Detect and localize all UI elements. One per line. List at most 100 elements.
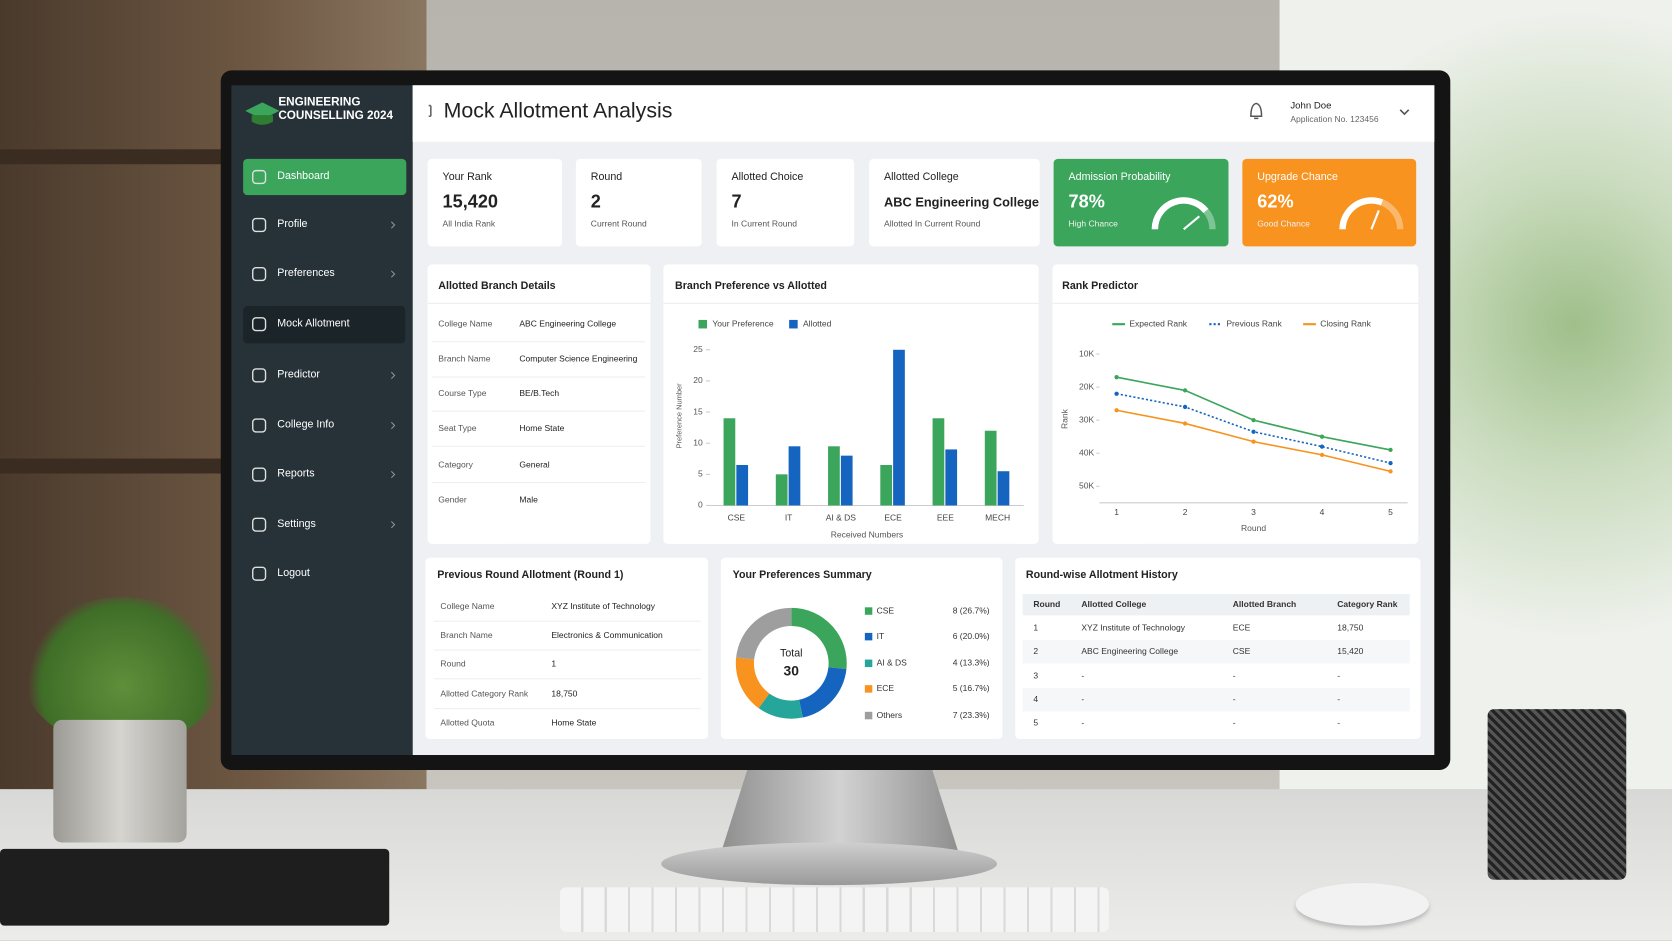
- legend-label: Closing Rank: [1320, 318, 1371, 328]
- menu-item[interactable]: Reports: [277, 468, 315, 480]
- stat-label: Your Rank: [442, 171, 492, 184]
- menu-current: [243, 306, 406, 344]
- table-header-cell: Round: [1033, 599, 1061, 610]
- menu-icon: [252, 169, 267, 185]
- detail-label: Branch Name: [440, 630, 493, 641]
- y-tick-label: 20K: [1079, 381, 1094, 391]
- menu-item[interactable]: Mock Allotment: [277, 317, 350, 330]
- menu-icon: [252, 418, 267, 433]
- keyboard: [559, 887, 1110, 933]
- table-cell: 15,420: [1337, 646, 1364, 657]
- x-tick-label: IT: [785, 513, 793, 523]
- donut-segment: [736, 607, 792, 660]
- stat-value: 2: [590, 191, 601, 213]
- panel: [1052, 264, 1419, 544]
- divider: [1052, 302, 1419, 304]
- chart-title: Your Preferences Summary: [732, 569, 872, 582]
- x-axis-label: Round: [1241, 523, 1266, 533]
- point: [1251, 429, 1256, 434]
- divider: [663, 302, 1039, 304]
- table-cell: ECE: [1232, 622, 1251, 633]
- x-tick-label: 5: [1388, 507, 1393, 517]
- table-cell: CSE: [1232, 646, 1251, 657]
- legend-label: CSE: [877, 605, 895, 615]
- detail-value: 1: [551, 659, 557, 669]
- point: [1114, 375, 1119, 380]
- x-tick-label: CSE: [728, 513, 746, 523]
- panel: [427, 264, 651, 544]
- table-cell: -: [1232, 717, 1236, 728]
- bar: [788, 446, 801, 506]
- bar: [828, 446, 840, 506]
- menu-item[interactable]: Logout: [277, 567, 310, 580]
- gauge-needle: [1370, 210, 1380, 230]
- y-axis-label: Preference Number: [674, 383, 683, 449]
- y-tick-label: 50K: [1079, 481, 1094, 491]
- brand: ENGINEERING COUNSELLING 2024: [278, 95, 394, 123]
- table-cell: -: [1232, 694, 1236, 705]
- donut-segment: [799, 667, 847, 718]
- detail-label: Seat Type: [438, 423, 477, 434]
- value-label: 8 (26.7%): [953, 605, 990, 615]
- stat-value: 78%: [1068, 191, 1105, 213]
- chevron: [390, 270, 396, 278]
- bell-icon[interactable]: [1250, 102, 1263, 120]
- table-header-cell: Allotted College: [1081, 599, 1147, 610]
- menu-icon: [252, 217, 267, 233]
- table-cell: XYZ Institute of Technology: [1081, 622, 1186, 633]
- stat-note: High Chance: [1068, 218, 1118, 229]
- menu-item[interactable]: Predictor: [277, 368, 320, 381]
- panel-title: Previous Round Allotment (Round 1): [437, 569, 624, 582]
- stat-note: All India Rank: [442, 218, 496, 229]
- menu-icon: [252, 317, 267, 332]
- table-header: [1022, 593, 1410, 616]
- menu-item[interactable]: College Info: [277, 419, 335, 431]
- menu-active: [243, 158, 407, 196]
- gauge-needle: [1183, 215, 1200, 231]
- bar: [893, 349, 905, 506]
- chart-title: Rank Predictor: [1062, 280, 1138, 293]
- monitor-neck: [719, 765, 960, 857]
- table-cell: -: [1337, 694, 1341, 705]
- menu-item[interactable]: Settings: [277, 518, 316, 531]
- point: [1388, 447, 1393, 453]
- detail-label: Branch Name: [438, 354, 491, 364]
- y-tick-label: 25: [693, 344, 703, 354]
- table-cell: -: [1081, 717, 1085, 728]
- donut-segment: [735, 657, 770, 709]
- divider: [434, 649, 701, 651]
- menu-item[interactable]: Dashboard: [277, 170, 330, 183]
- x-tick-label: 2: [1183, 507, 1188, 517]
- bar: [932, 418, 945, 506]
- stat-card: [427, 158, 562, 247]
- detail-label: College Name: [438, 319, 493, 329]
- table-cell: -: [1081, 694, 1085, 705]
- stat-card: [869, 158, 1040, 247]
- legend-swatch: [864, 711, 873, 720]
- application-no: Application No. 123456: [1290, 114, 1379, 124]
- user-dropdown[interactable]: [1399, 109, 1410, 116]
- stat-label: Allotted Choice: [731, 171, 804, 184]
- stat-card: [575, 158, 702, 247]
- value-label: 6 (20.0%): [953, 631, 990, 641]
- menu-item[interactable]: Profile: [277, 218, 308, 231]
- stat-label: Allotted College: [884, 171, 959, 184]
- detail-label: Course Type: [438, 388, 487, 398]
- menu-item[interactable]: Preferences: [277, 267, 335, 280]
- mouse: [1295, 882, 1429, 926]
- menu-toggle[interactable]: [428, 104, 432, 118]
- legend-label: Others: [877, 710, 903, 720]
- divider: [434, 620, 701, 622]
- legend-swatch: [698, 319, 708, 329]
- bar: [840, 455, 853, 506]
- stat-value: 7: [731, 191, 742, 213]
- bar: [984, 430, 997, 506]
- menu-icon: [252, 467, 267, 482]
- menu-icon: [252, 266, 267, 282]
- table-cell: ABC Engineering College: [1081, 646, 1179, 657]
- stat-label: Upgrade Chance: [1257, 171, 1338, 184]
- table-cell: 4: [1033, 694, 1039, 705]
- divider: [431, 410, 646, 412]
